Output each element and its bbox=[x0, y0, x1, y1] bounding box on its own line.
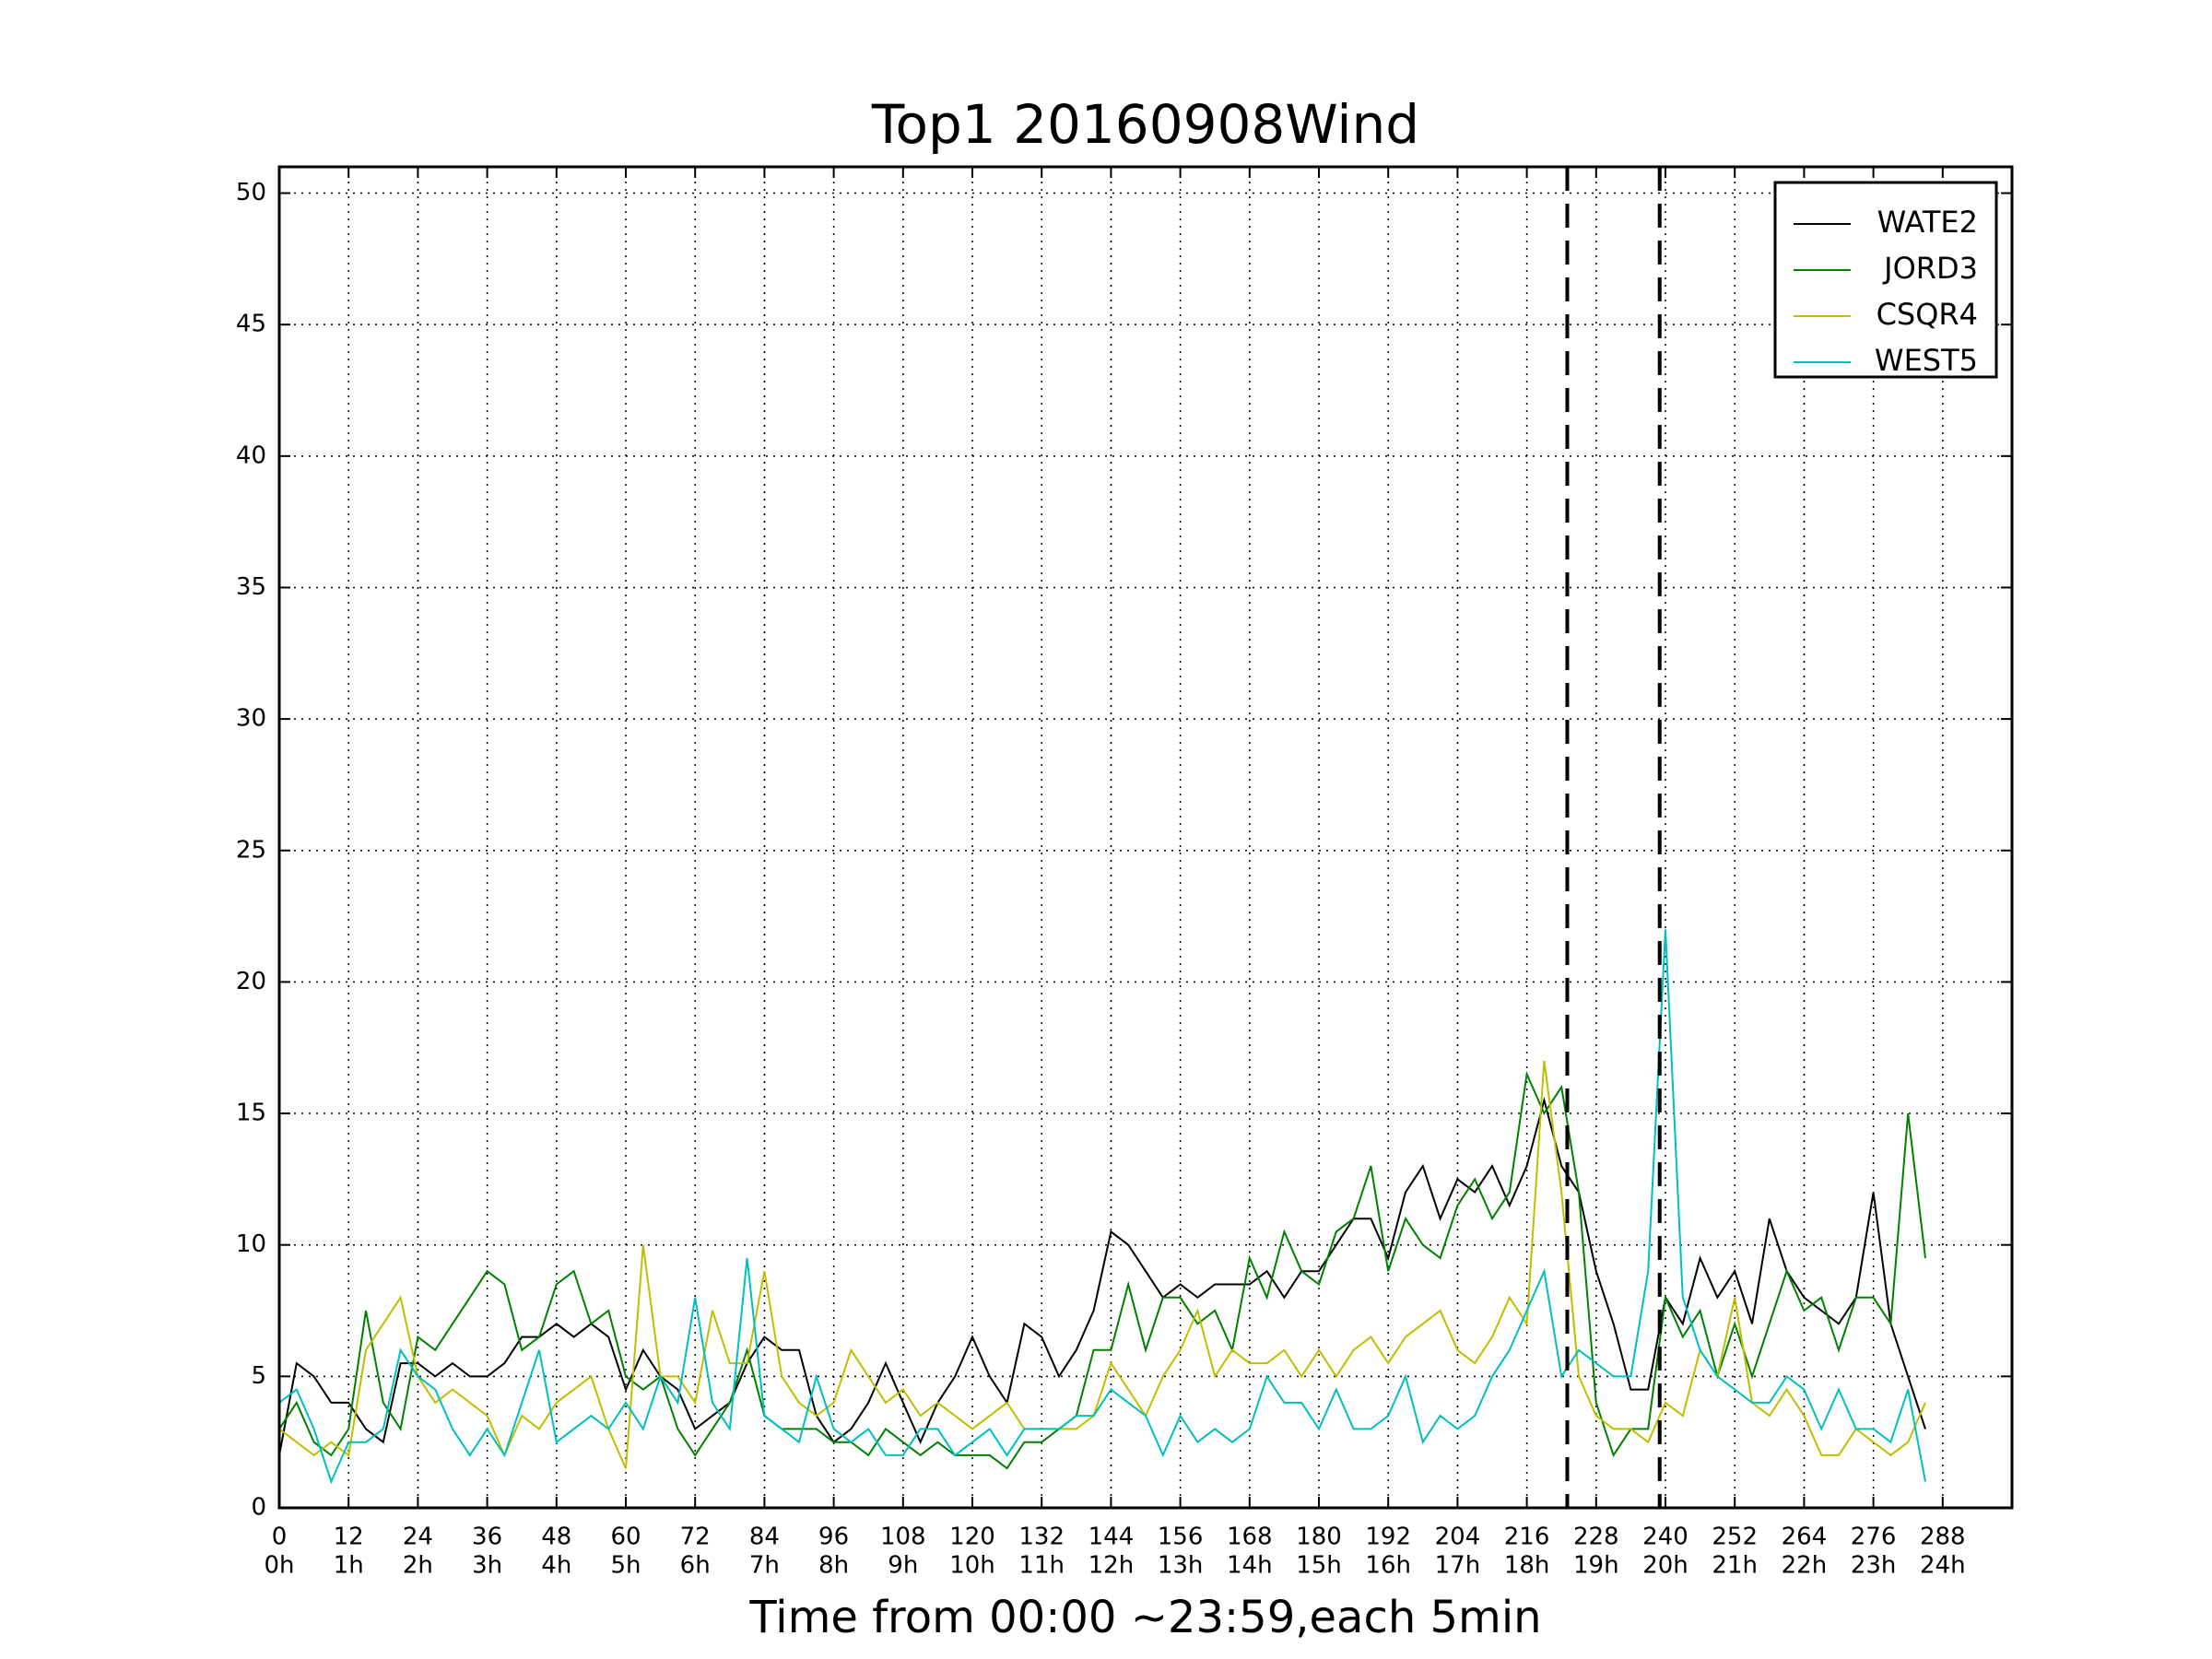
x-tick-label: 288 bbox=[1920, 1524, 1966, 1551]
x-tick-hour: 3h bbox=[472, 1552, 502, 1580]
plot-frame bbox=[277, 165, 2014, 1510]
y-tick-label: 30 bbox=[236, 705, 266, 733]
x-tick-label: 24 bbox=[403, 1524, 433, 1551]
x-tick-label: 72 bbox=[680, 1524, 711, 1551]
x-tick-hour: 12h bbox=[1088, 1552, 1135, 1580]
series-line bbox=[278, 1096, 1926, 1456]
series-line bbox=[278, 1070, 1926, 1470]
x-tick-label: 108 bbox=[880, 1524, 926, 1551]
x-tick-hour: 2h bbox=[403, 1552, 433, 1580]
x-tick-label: 0 bbox=[272, 1524, 288, 1551]
legend-label: WATE2 bbox=[1877, 205, 1978, 240]
y-tick-label: 40 bbox=[236, 441, 266, 469]
x-tick-label: 60 bbox=[610, 1524, 641, 1551]
y-tick-label: 0 bbox=[251, 1494, 266, 1522]
x-tick-hour: 23h bbox=[1851, 1552, 1897, 1580]
x-tick-label: 84 bbox=[749, 1524, 780, 1551]
x-tick-hour: 5h bbox=[610, 1552, 641, 1580]
y-tick-label: 10 bbox=[236, 1230, 266, 1258]
x-tick-hour: 17h bbox=[1435, 1552, 1481, 1580]
x-tick-hour: 21h bbox=[1712, 1552, 1758, 1580]
x-tick-hour: 18h bbox=[1504, 1552, 1550, 1580]
y-tick-label: 20 bbox=[236, 968, 266, 995]
x-tick-hour: 24h bbox=[1920, 1552, 1966, 1580]
y-tick-label: 5 bbox=[251, 1362, 266, 1390]
x-tick-label: 216 bbox=[1504, 1524, 1550, 1551]
legend-box bbox=[1773, 181, 1998, 379]
x-tick-hour: 4h bbox=[541, 1552, 571, 1580]
x-tick-label: 228 bbox=[1573, 1524, 1619, 1551]
x-tick-label: 180 bbox=[1296, 1524, 1342, 1551]
x-tick-label: 36 bbox=[472, 1524, 502, 1551]
series-line bbox=[278, 929, 1926, 1485]
y-tick-label: 15 bbox=[236, 1100, 266, 1127]
x-tick-hour: 13h bbox=[1158, 1552, 1204, 1580]
x-tick-label: 252 bbox=[1712, 1524, 1758, 1551]
x-tick-label: 144 bbox=[1088, 1524, 1135, 1551]
x-axis-label: Time from 00:00 ~23:59,each 5min bbox=[748, 1592, 1541, 1643]
x-tick-hour: 15h bbox=[1296, 1552, 1342, 1580]
x-tick-hour: 16h bbox=[1365, 1552, 1411, 1580]
x-tick-hour: 6h bbox=[680, 1552, 711, 1580]
x-tick-hour: 11h bbox=[1018, 1552, 1065, 1580]
x-tick-label: 132 bbox=[1018, 1524, 1065, 1551]
x-tick-hour: 1h bbox=[334, 1552, 364, 1580]
x-tick-hour: 19h bbox=[1573, 1552, 1619, 1580]
legend-label: CSQR4 bbox=[1877, 297, 1978, 332]
y-tick-label: 45 bbox=[236, 311, 266, 338]
y-tick-label: 35 bbox=[236, 573, 266, 601]
x-tick-label: 48 bbox=[541, 1524, 571, 1551]
x-tick-label: 168 bbox=[1227, 1524, 1273, 1551]
y-tick-label: 25 bbox=[236, 836, 266, 864]
chart-title: Top1 20160908Wind bbox=[871, 93, 1419, 156]
x-tick-label: 96 bbox=[818, 1524, 849, 1551]
x-tick-hour: 9h bbox=[888, 1552, 918, 1580]
x-tick-label: 120 bbox=[949, 1524, 995, 1551]
x-tick-label: 192 bbox=[1365, 1524, 1411, 1551]
x-tick-label: 204 bbox=[1435, 1524, 1481, 1551]
x-tick-hour: 22h bbox=[1782, 1552, 1828, 1580]
x-tick-label: 240 bbox=[1642, 1524, 1688, 1551]
x-tick-hour: 10h bbox=[949, 1552, 995, 1580]
legend-label: WEST5 bbox=[1875, 343, 1978, 378]
x-tick-hour: 14h bbox=[1227, 1552, 1273, 1580]
series-line bbox=[278, 1060, 1926, 1469]
legend-label: JORD3 bbox=[1882, 251, 1978, 286]
x-tick-hour: 20h bbox=[1642, 1552, 1688, 1580]
x-tick-label: 12 bbox=[334, 1524, 364, 1551]
x-tick-hour: 0h bbox=[264, 1552, 294, 1580]
x-tick-hour: 8h bbox=[818, 1552, 849, 1580]
x-tick-hour: 7h bbox=[749, 1552, 780, 1580]
y-tick-label: 50 bbox=[236, 179, 266, 206]
x-tick-label: 264 bbox=[1782, 1524, 1828, 1551]
legend: WATE2 JORD3 CSQR4 WEST5 bbox=[1773, 181, 1998, 379]
x-tick-label: 276 bbox=[1851, 1524, 1897, 1551]
x-tick-label: 156 bbox=[1158, 1524, 1204, 1551]
